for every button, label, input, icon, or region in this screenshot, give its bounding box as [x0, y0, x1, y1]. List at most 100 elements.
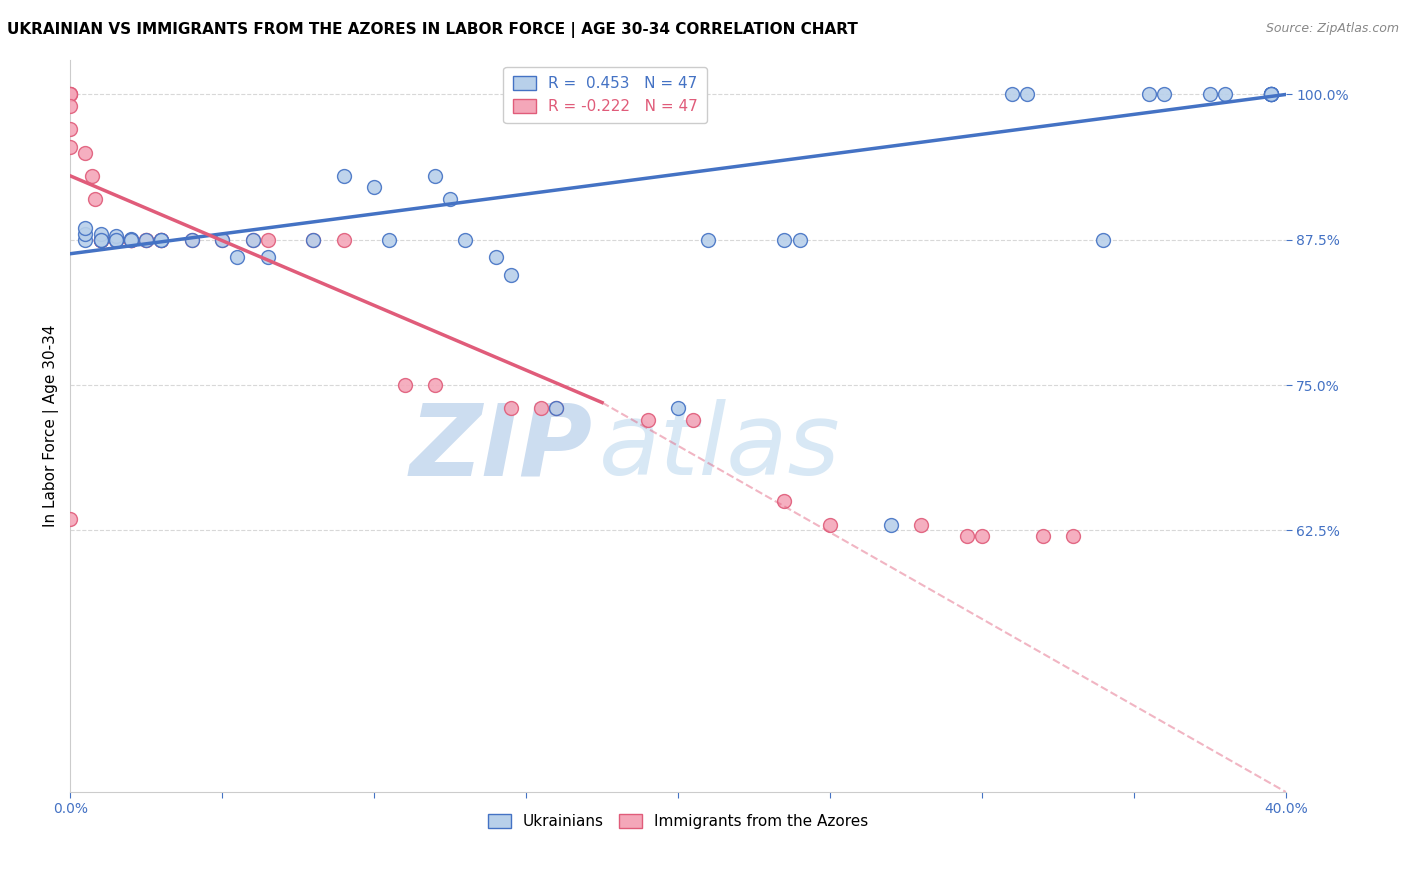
Point: [135, 233, 157, 247]
Point: [90, 233, 112, 247]
Point: [104, 233, 127, 247]
Y-axis label: In Labor Force | Age 30-34: In Labor Force | Age 30-34: [44, 325, 59, 527]
Point: [256, 233, 278, 247]
Point: [120, 233, 142, 247]
Point: [530, 401, 553, 416]
Point: [180, 233, 202, 247]
Point: [499, 401, 522, 416]
Point: [363, 180, 385, 194]
Point: [211, 233, 233, 247]
Point: [1092, 233, 1115, 247]
Point: [546, 401, 568, 416]
Point: [90, 233, 112, 247]
Point: [332, 233, 354, 247]
Point: [120, 233, 142, 247]
Point: [242, 233, 264, 247]
Point: [75, 233, 97, 247]
Point: [104, 233, 127, 247]
Point: [1153, 87, 1175, 102]
Point: [499, 268, 522, 282]
Point: [104, 233, 127, 247]
Point: [59, 140, 82, 154]
Point: [150, 233, 173, 247]
Point: [75, 227, 97, 241]
Point: [90, 227, 112, 241]
Point: [59, 99, 82, 113]
Text: UKRAINIAN VS IMMIGRANTS FROM THE AZORES IN LABOR FORCE | AGE 30-34 CORRELATION C: UKRAINIAN VS IMMIGRANTS FROM THE AZORES …: [7, 22, 858, 38]
Point: [423, 378, 446, 392]
Point: [75, 145, 97, 160]
Point: [80, 169, 103, 183]
Text: Source: ZipAtlas.com: Source: ZipAtlas.com: [1265, 22, 1399, 36]
Point: [59, 87, 82, 102]
Point: [439, 192, 461, 206]
Text: atlas: atlas: [599, 400, 841, 496]
Point: [256, 250, 278, 264]
Point: [150, 233, 173, 247]
Point: [90, 233, 112, 247]
Point: [1260, 87, 1282, 102]
Point: [1260, 87, 1282, 102]
Point: [150, 233, 173, 247]
Point: [1017, 87, 1039, 102]
Point: [90, 233, 112, 247]
Point: [150, 233, 173, 247]
Point: [135, 233, 157, 247]
Point: [1260, 87, 1282, 102]
Point: [150, 233, 173, 247]
Point: [1198, 87, 1220, 102]
Point: [1213, 87, 1236, 102]
Point: [90, 233, 112, 247]
Point: [180, 233, 202, 247]
Point: [104, 233, 127, 247]
Point: [332, 169, 354, 183]
Point: [773, 494, 796, 508]
Point: [1137, 87, 1160, 102]
Point: [104, 233, 127, 247]
Point: [135, 233, 157, 247]
Point: [454, 233, 477, 247]
Text: ZIP: ZIP: [411, 400, 593, 496]
Point: [59, 87, 82, 102]
Point: [1001, 87, 1024, 102]
Point: [59, 122, 82, 136]
Point: [546, 401, 568, 416]
Point: [90, 233, 112, 247]
Point: [90, 233, 112, 247]
Point: [242, 233, 264, 247]
Point: [378, 233, 401, 247]
Point: [211, 233, 233, 247]
Point: [773, 233, 796, 247]
Point: [697, 233, 720, 247]
Point: [59, 512, 82, 526]
Point: [120, 233, 142, 247]
Point: [682, 413, 704, 427]
Point: [423, 169, 446, 183]
Point: [120, 232, 142, 246]
Point: [302, 233, 325, 247]
Point: [83, 192, 105, 206]
Point: [1260, 87, 1282, 102]
Point: [302, 233, 325, 247]
Point: [666, 401, 689, 416]
Point: [120, 233, 142, 247]
Point: [59, 87, 82, 102]
Legend: Ukrainians, Immigrants from the Azores: Ukrainians, Immigrants from the Azores: [481, 808, 875, 836]
Point: [1260, 87, 1282, 102]
Point: [104, 229, 127, 244]
Point: [818, 517, 841, 532]
Point: [1260, 87, 1282, 102]
Point: [394, 378, 416, 392]
Point: [910, 517, 932, 532]
Point: [75, 221, 97, 235]
Point: [956, 529, 979, 543]
Point: [970, 529, 993, 543]
Point: [485, 250, 508, 264]
Point: [226, 250, 249, 264]
Point: [120, 233, 142, 247]
Point: [789, 233, 811, 247]
Point: [637, 413, 659, 427]
Point: [1032, 529, 1054, 543]
Point: [1062, 529, 1084, 543]
Point: [880, 517, 903, 532]
